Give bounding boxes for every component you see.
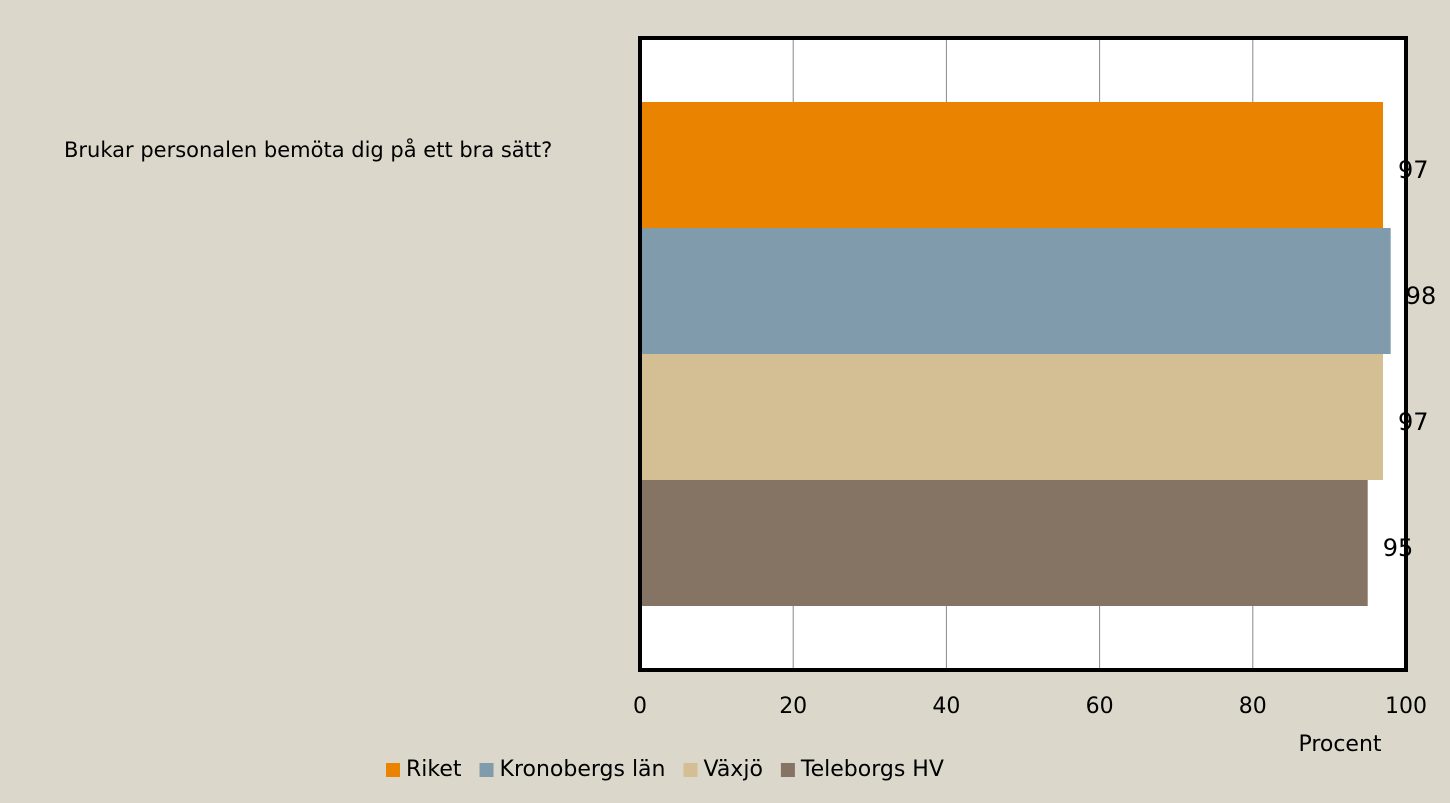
legend-swatch [386, 763, 400, 777]
x-tick-label: 60 [1086, 694, 1114, 719]
x-tick-label: 20 [779, 694, 807, 719]
category-label: Brukar personalen bemöta dig på ett bra … [64, 138, 553, 162]
legend-label: Riket [406, 757, 462, 782]
bar [640, 354, 1384, 480]
x-tick-label: 80 [1239, 694, 1267, 719]
bar [640, 480, 1368, 606]
legend-label: Kronobergs län [500, 757, 666, 782]
data-label: 97 [1398, 156, 1429, 184]
data-label: 97 [1398, 408, 1429, 436]
bar [640, 102, 1384, 228]
legend-swatch [479, 763, 494, 777]
x-tick-label: 40 [932, 694, 960, 719]
legend-swatch [683, 763, 698, 777]
legend-label: Teleborgs HV [800, 757, 944, 782]
x-tick-label: 0 [633, 694, 647, 719]
x-tick-label: 100 [1385, 694, 1427, 719]
plot-border [638, 36, 1408, 672]
data-label: 95 [1383, 534, 1414, 562]
legend-label: Växjö [703, 757, 762, 782]
data-label: 98 [1406, 282, 1437, 310]
bar [640, 228, 1391, 354]
x-axis-title: Procent [1298, 732, 1381, 757]
legend-swatch [780, 763, 795, 777]
